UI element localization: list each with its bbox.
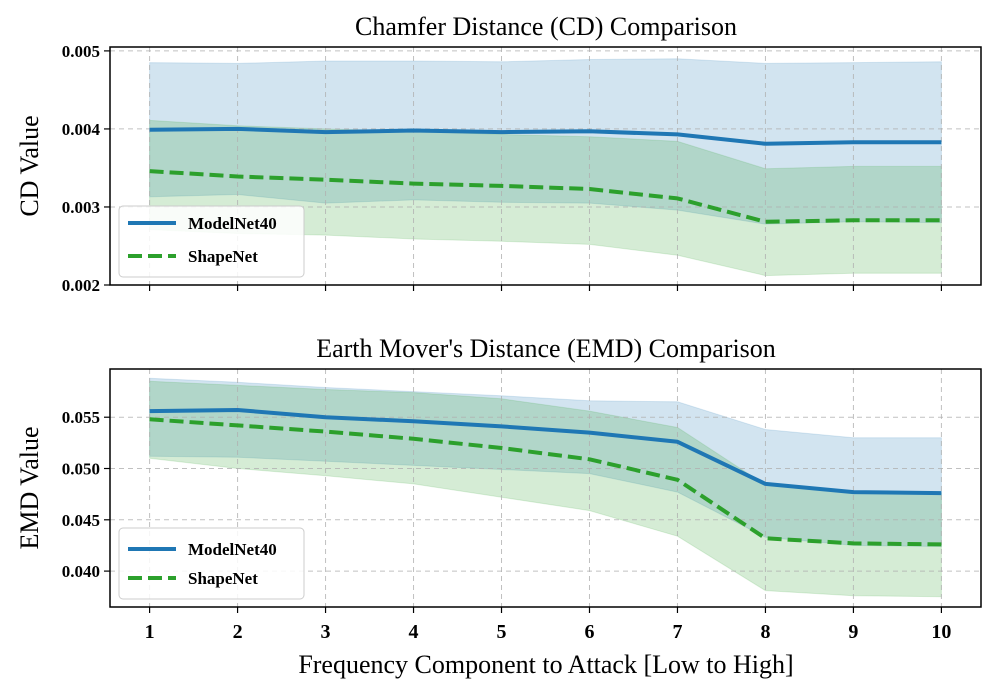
cd-frame [109, 46, 982, 286]
cd-xticks [148, 285, 943, 291]
emd-legend-box [118, 527, 305, 600]
emd-xtick-label: 8 [760, 621, 770, 643]
emd-xtick-label: 5 [497, 621, 507, 643]
emd-xtick-label: 4 [409, 621, 419, 643]
cd-ytick-label: 0.002 [62, 276, 100, 295]
cd-ylabel: CD Value [15, 115, 44, 216]
cd-line-shapenet [149, 169, 942, 224]
emd-frame [109, 368, 982, 608]
emd-chart: 0.040 0.045 0.050 0.055 1 2 3 4 5 6 7 8 9 10 Earth M… [15, 334, 982, 679]
emd-ylabel: EMD Value [15, 426, 44, 549]
cd-legend-label-modelnet40: ModelNet40 [188, 214, 277, 233]
emd-xtick-label: 10 [931, 621, 951, 643]
emd-ytick-label: 0.055 [62, 408, 100, 427]
emd-bands [149, 377, 942, 598]
emd-legend: ModelNet40 ShapeNet [118, 527, 305, 600]
cd-ytick-label: 0.003 [62, 198, 100, 217]
emd-ytick-label: 0.045 [62, 511, 100, 530]
x-axis-label: Frequency Component to Attack [Low to Hi… [298, 650, 793, 679]
emd-xtick-label: 7 [672, 621, 682, 643]
emd-xtick-label: 1 [145, 621, 155, 643]
emd-xtick-label: 2 [233, 621, 243, 643]
emd-line-shapenet [149, 417, 942, 547]
cd-ytick-label: 0.004 [62, 120, 101, 139]
emd-legend-label-shapenet: ShapeNet [188, 569, 258, 588]
cd-legend-label-shapenet: ShapeNet [188, 247, 258, 266]
emd-xtick-label: 9 [848, 621, 858, 643]
emd-yticks: 0.040 0.045 0.050 0.055 [62, 408, 110, 581]
emd-ytick-label: 0.050 [62, 460, 100, 479]
cd-yticks: 0.002 0.003 0.004 0.005 [62, 42, 110, 295]
emd-xticks: 1 2 3 4 5 6 7 8 9 10 [145, 607, 951, 643]
cd-lines [149, 126, 942, 224]
emd-xtick-label: 6 [584, 621, 594, 643]
emd-line-modelnet40 [149, 408, 942, 496]
cd-chart: 0.002 0.003 0.004 0.005 Chamfer Distance (C… [15, 12, 982, 295]
emd-title: Earth Mover's Distance (EMD) Comparison [316, 334, 776, 363]
emd-ytick-label: 0.040 [62, 562, 100, 581]
cd-title: Chamfer Distance (CD) Comparison [355, 12, 737, 41]
emd-lines [149, 408, 942, 547]
cd-legend: ModelNet40 ShapeNet [118, 205, 305, 278]
emd-xtick-label: 3 [321, 621, 331, 643]
cd-ytick-label: 0.005 [62, 42, 100, 61]
emd-band-modelnet40 [149, 377, 942, 548]
emd-legend-label-modelnet40: ModelNet40 [188, 540, 277, 559]
cd-line-modelnet40 [149, 126, 942, 146]
